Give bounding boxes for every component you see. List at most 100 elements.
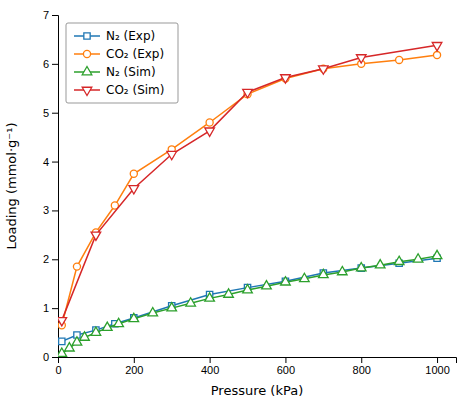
tick-mark	[437, 357, 438, 363]
tick: 6	[43, 58, 58, 70]
legend-marker	[83, 50, 90, 57]
tick-label: 400	[201, 364, 219, 376]
tick: 600	[277, 357, 295, 376]
tick-mark	[52, 15, 58, 16]
point	[394, 256, 404, 264]
tick-mark	[134, 357, 135, 363]
legend-frame	[66, 23, 178, 103]
point	[433, 51, 440, 58]
point	[356, 55, 366, 63]
tick: 5	[43, 107, 58, 119]
tick-label: 6	[43, 58, 49, 70]
legend-marker	[84, 33, 90, 39]
tick-label: 3	[43, 204, 49, 216]
series	[59, 255, 441, 344]
tick: 2	[43, 253, 58, 265]
point	[130, 170, 137, 177]
tick-mark	[52, 162, 58, 163]
point	[205, 293, 215, 301]
point	[167, 303, 177, 311]
tick: 4	[43, 156, 58, 168]
point	[396, 56, 403, 63]
tick-mark	[52, 259, 58, 260]
point	[186, 298, 196, 306]
point	[58, 318, 67, 326]
point	[91, 232, 101, 240]
line	[62, 45, 437, 320]
point	[356, 263, 366, 271]
point	[73, 263, 80, 270]
axis-domain	[59, 358, 457, 364]
tick-label: 1	[43, 302, 49, 314]
point	[262, 281, 272, 289]
line	[62, 258, 437, 341]
point	[375, 260, 385, 268]
tick-mark	[52, 357, 58, 358]
line	[62, 256, 437, 354]
point	[148, 307, 158, 315]
legend-item: CO₂ (Exp)	[74, 47, 164, 61]
point	[102, 322, 112, 330]
point	[205, 128, 215, 136]
point	[281, 75, 291, 83]
point	[224, 289, 234, 297]
y-axis: 0 1 2 3 4 5 6 7	[43, 9, 59, 363]
tick-mark	[285, 357, 286, 363]
series	[58, 250, 442, 356]
tick-label: 1000	[425, 364, 449, 376]
series	[58, 51, 440, 328]
legend: N₂ (Exp) CO₂ (Exp) N₂ (Sim) CO₂ (Sim)	[66, 23, 178, 103]
point	[319, 66, 329, 74]
tick-label: 600	[277, 364, 295, 376]
point	[243, 89, 253, 97]
point	[319, 269, 329, 277]
legend-label: N₂ (Exp)	[106, 29, 155, 43]
line	[62, 55, 437, 325]
point	[300, 273, 310, 281]
chart: 0 200 400 600 800 1000 0 1 2 3 4 5 6 7 N₂ (Exp) CO₂ (Ex…	[0, 0, 474, 405]
tick-mark	[210, 357, 211, 363]
point	[129, 186, 139, 194]
legend-item: CO₂ (Sim)	[74, 83, 164, 97]
point	[432, 43, 442, 51]
tick-mark	[52, 113, 58, 114]
legend-marker	[82, 87, 92, 95]
legend-item: N₂ (Sim)	[74, 65, 156, 79]
legend-item: N₂ (Exp)	[74, 29, 155, 43]
point	[91, 327, 101, 335]
legend-label: CO₂ (Sim)	[106, 83, 164, 97]
tick-label: 200	[125, 364, 143, 376]
tick-label: 5	[43, 107, 49, 119]
point	[413, 254, 423, 262]
point	[114, 318, 124, 326]
tick-label: 0	[55, 364, 61, 376]
tick: 0	[43, 351, 58, 363]
x-axis: 0 200 400 600 800 1000	[55, 357, 456, 376]
point	[167, 151, 177, 159]
plot: 0 200 400 600 800 1000 0 1 2 3 4 5 6 7 N₂ (Exp) CO₂ (Ex…	[43, 9, 457, 376]
y-axis-title: Loading (mmol·g⁻¹)	[4, 123, 19, 250]
tick: 1	[43, 302, 58, 314]
point	[80, 332, 90, 340]
axis-domain	[52, 16, 59, 358]
point	[129, 313, 139, 321]
tick-label: 2	[43, 253, 49, 265]
tick-mark	[361, 357, 362, 363]
tick-label: 7	[43, 9, 49, 21]
point	[206, 119, 213, 126]
x-axis-title: Pressure (kPa)	[211, 383, 304, 398]
point	[337, 266, 347, 274]
tick: 1000	[425, 357, 449, 376]
tick-label: 800	[353, 364, 371, 376]
tick-label: 4	[43, 156, 49, 168]
tick: 7	[43, 9, 58, 21]
tick: 400	[201, 357, 219, 376]
series	[58, 43, 442, 326]
tick-mark	[52, 210, 58, 211]
legend-marker	[82, 66, 92, 74]
tick: 200	[125, 357, 143, 376]
legend-label: CO₂ (Exp)	[106, 47, 164, 61]
point	[281, 277, 291, 285]
tick-mark	[52, 308, 58, 309]
tick: 0	[55, 357, 61, 376]
